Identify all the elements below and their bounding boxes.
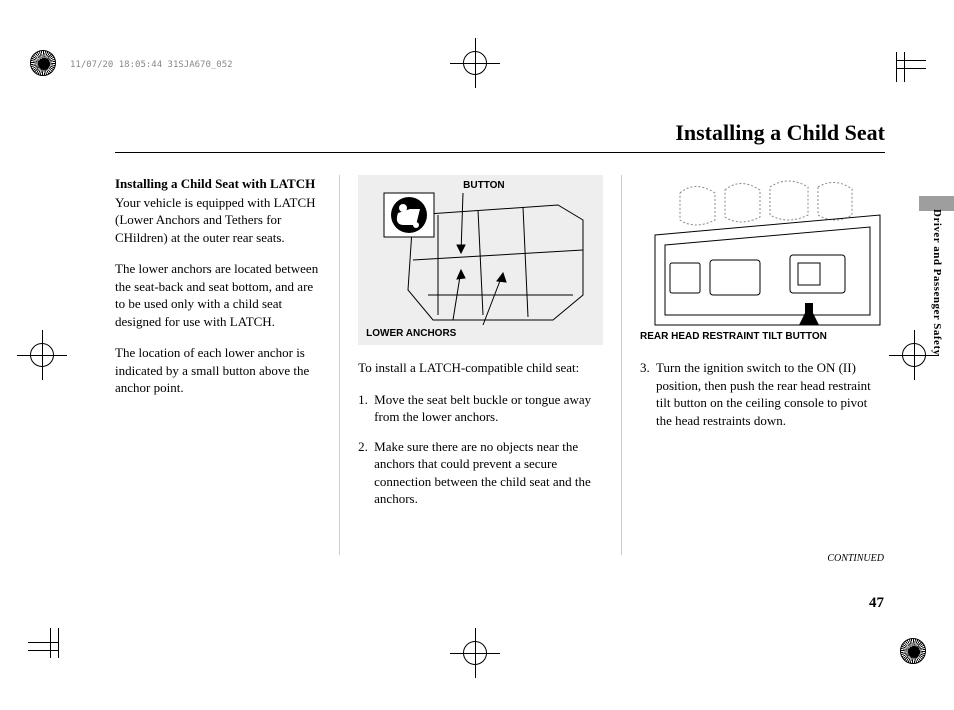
- ceiling-console-illustration: [640, 175, 885, 345]
- step-2: 2. Make sure there are no objects near t…: [358, 438, 603, 508]
- paragraph: The location of each lower anchor is ind…: [115, 344, 321, 397]
- seat-anchors-illustration: [358, 175, 603, 345]
- diagram-label-tilt-button: REAR HEAD RESTRAINT TILT BUTTON: [640, 330, 827, 344]
- paragraph: The lower anchors are located between th…: [115, 260, 321, 330]
- column-3: REAR HEAD RESTRAINT TILT BUTTON 3. Turn …: [640, 175, 885, 555]
- step-number: 2.: [358, 438, 374, 508]
- step-number: 3.: [640, 359, 656, 429]
- registration-mark: [17, 330, 67, 380]
- section-tab: Driver and Passenger Safety: [931, 209, 943, 356]
- column-separator: [621, 175, 622, 555]
- registration-mark: [450, 38, 500, 88]
- column-1: Installing a Child Seat with LATCH Your …: [115, 175, 321, 555]
- step-number: 1.: [358, 391, 374, 426]
- diagram-lower-anchors: BUTTON: [358, 175, 603, 345]
- content-columns: Installing a Child Seat with LATCH Your …: [115, 175, 885, 555]
- subheading: Installing a Child Seat with LATCH: [115, 175, 321, 193]
- file-stamp: 11/07/20 18:05:44 31SJA670_052: [70, 60, 233, 70]
- paragraph: To install a LATCH-compatible child seat…: [358, 359, 603, 377]
- column-separator: [339, 175, 340, 555]
- diagram-label-lower-anchors: LOWER ANCHORS: [366, 327, 456, 341]
- step-1: 1. Move the seat belt buckle or tongue a…: [358, 391, 603, 426]
- continued-label: CONTINUED: [827, 553, 884, 564]
- page-title: Installing a Child Seat: [675, 120, 885, 145]
- step-text: Move the seat belt buckle or tongue away…: [374, 391, 603, 426]
- rosette-mark: [900, 638, 926, 664]
- step-text: Make sure there are no objects near the …: [374, 438, 603, 508]
- column-2: BUTTON: [358, 175, 603, 555]
- title-bar: Installing a Child Seat: [115, 120, 885, 153]
- registration-mark: [450, 628, 500, 678]
- rosette-mark: [30, 50, 56, 76]
- paragraph: Your vehicle is equipped with LATCH (Low…: [115, 194, 321, 247]
- page-number: 47: [869, 595, 884, 612]
- step-text: Turn the ignition switch to the ON (II) …: [656, 359, 885, 429]
- crop-mark: [28, 620, 66, 658]
- step-3: 3. Turn the ignition switch to the ON (I…: [640, 359, 885, 429]
- diagram-tilt-button: REAR HEAD RESTRAINT TILT BUTTON: [640, 175, 885, 345]
- crop-mark: [888, 52, 926, 90]
